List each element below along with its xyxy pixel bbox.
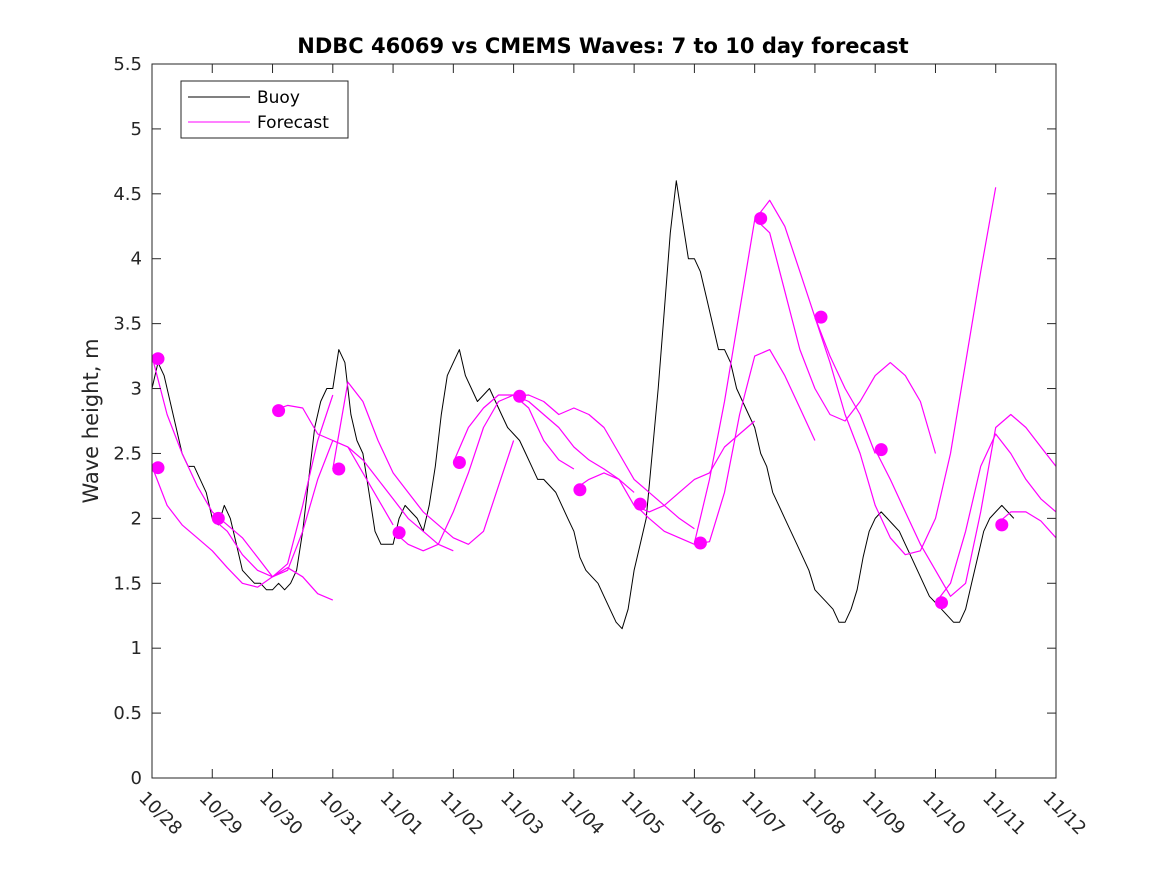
y-tick-label: 1 xyxy=(131,638,142,659)
y-tick-label: 1.5 xyxy=(113,573,142,594)
forecast-series-line-12 xyxy=(754,218,937,454)
forecast-series-line-16 xyxy=(995,511,1057,539)
plot-area xyxy=(152,64,1056,778)
series-layer xyxy=(151,180,1057,630)
y-tick-label: 4.5 xyxy=(113,184,142,205)
y-tick-label: 2.5 xyxy=(113,443,142,464)
forecast-series-line-4 xyxy=(272,404,454,552)
forecast-series-line-5 xyxy=(332,381,515,545)
forecast-marker-point xyxy=(211,511,225,525)
forecast-series-line-6 xyxy=(392,394,575,552)
forecast-marker-point xyxy=(272,404,286,418)
legend-forecast-label: Forecast xyxy=(257,113,329,133)
legend: Buoy Forecast xyxy=(180,80,349,139)
y-tick-label: 0 xyxy=(131,768,142,789)
forecast-marker-point xyxy=(452,456,466,469)
forecast-series-line-7 xyxy=(452,394,635,493)
axes-frame xyxy=(151,63,1057,779)
legend-box xyxy=(180,80,349,139)
forecast-marker-point xyxy=(935,596,948,610)
y-tick-label: 2 xyxy=(131,508,142,529)
forecast-series-line-1 xyxy=(151,466,334,601)
forecast-marker-point xyxy=(392,526,406,540)
chart-title: NDBC 46069 vs CMEMS Waves: 7 to 10 day f… xyxy=(297,34,908,58)
y-axis-label: Wave height, m xyxy=(79,338,103,503)
forecast-series-line-2 xyxy=(151,355,334,578)
forecast-series-line-3 xyxy=(211,439,394,578)
y-tick-label: 3.5 xyxy=(113,314,142,335)
forecast-marker-point xyxy=(513,389,527,403)
y-tick-label: 0.5 xyxy=(113,703,142,724)
y-tick-label: 5.5 xyxy=(113,54,142,75)
forecast-marker-point xyxy=(151,461,165,475)
forecast-series-line-13 xyxy=(814,187,997,556)
forecast-series-line-15 xyxy=(935,433,1057,604)
forecast-marker-point xyxy=(633,497,647,511)
forecast-marker-point xyxy=(874,443,888,457)
forecast-marker-point xyxy=(151,352,165,366)
forecast-series-line-10 xyxy=(633,349,816,545)
y-tick-label: 5 xyxy=(131,119,142,140)
forecast-marker-point xyxy=(754,212,768,225)
y-tick-label: 4 xyxy=(131,249,142,270)
forecast-marker-point xyxy=(693,536,707,550)
forecast-marker-point xyxy=(814,310,828,324)
forecast-series-line-14 xyxy=(874,413,1057,597)
forecast-series-line-11 xyxy=(693,199,876,544)
forecast-marker-point xyxy=(332,462,346,476)
y-tick-label: 3 xyxy=(131,379,142,400)
legend-buoy-label: Buoy xyxy=(257,88,300,108)
forecast-series-line-9 xyxy=(573,420,756,513)
forecast-marker-point xyxy=(573,483,587,497)
forecast-marker-point xyxy=(995,518,1009,532)
